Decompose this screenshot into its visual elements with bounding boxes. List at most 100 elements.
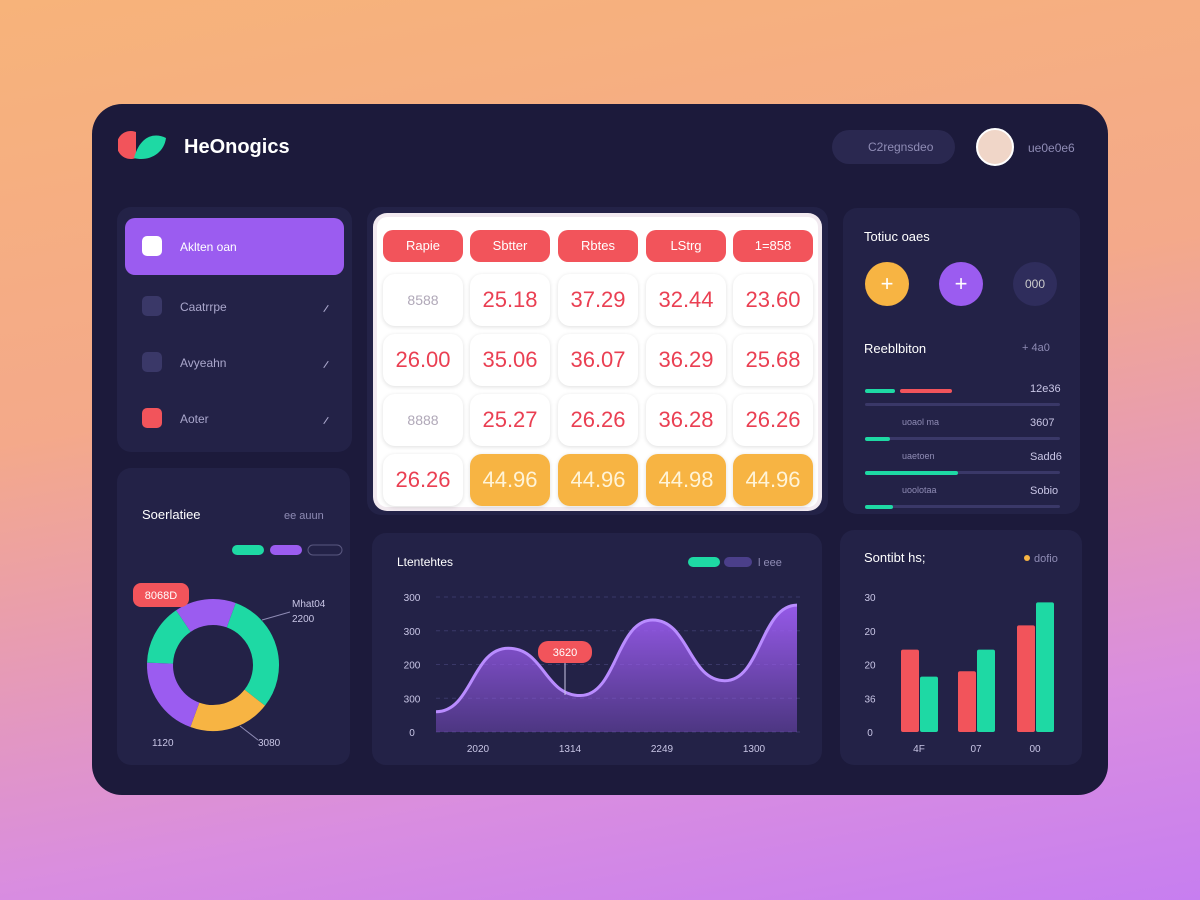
- nav-icon: [142, 352, 162, 372]
- action-button[interactable]: 000: [1013, 262, 1057, 306]
- bar-legend: dofio: [1034, 553, 1058, 565]
- donut-segment: [147, 610, 192, 665]
- actions-title: Totiuc oaes: [864, 229, 930, 244]
- table-cell: 32.44: [646, 274, 726, 326]
- y-tick-label: 0: [409, 728, 415, 739]
- x-tick-label: 1300: [743, 744, 766, 755]
- avatar[interactable]: [976, 128, 1014, 166]
- resolution-meta: + 4a0: [1022, 342, 1050, 354]
- line: [435, 603, 798, 714]
- x-tick-label: 2249: [651, 744, 674, 755]
- leader-line: [261, 611, 291, 621]
- y-tick-label: 30: [864, 593, 876, 604]
- donut-segment: [176, 599, 236, 633]
- row-value: 12e36: [1030, 383, 1061, 395]
- row-value: Sadd6: [1030, 451, 1062, 463]
- nav-icon: [142, 296, 162, 316]
- y-tick-label: 200: [404, 661, 421, 672]
- table-cell: 26.00: [383, 334, 463, 386]
- action-button[interactable]: +: [865, 262, 909, 306]
- table-cell: 26.26: [733, 394, 813, 446]
- donut-segment: [147, 662, 200, 727]
- legend-pill: [232, 545, 264, 555]
- progress-fill: [865, 505, 893, 509]
- search[interactable]: C2regnsdeo: [832, 130, 955, 164]
- table-cell: 26.26: [383, 454, 463, 506]
- legend-pill: [688, 557, 720, 567]
- nav-icon: [142, 408, 162, 428]
- callout: [538, 641, 592, 663]
- legend-pill: [307, 544, 343, 556]
- progress-fill: [900, 389, 952, 393]
- legend-pill: [270, 545, 302, 555]
- area: [436, 605, 797, 732]
- area-legend: l eee: [758, 557, 782, 569]
- bar: [977, 649, 995, 732]
- legend-dot: [1024, 555, 1030, 561]
- nav-label[interactable]: Aklten oan: [180, 240, 237, 254]
- progress-fill: [865, 437, 890, 441]
- progress-track: [865, 505, 1060, 508]
- donut-label: Mhat04: [292, 599, 326, 610]
- y-tick-label: 20: [864, 627, 876, 638]
- area-title: Ltentehtes: [397, 555, 453, 569]
- y-tick-label: 300: [404, 627, 421, 638]
- x-tick-label: 07: [970, 744, 982, 755]
- brand: HeOnogics: [184, 136, 290, 158]
- callout-text: 3620: [553, 647, 577, 659]
- progress-track: [865, 437, 1060, 440]
- table-cell: 44.96: [733, 454, 813, 506]
- table-header: LStrg: [646, 230, 726, 262]
- table-header: 1=858: [733, 230, 813, 262]
- logo: [118, 131, 166, 160]
- table-cell: 23.60: [733, 274, 813, 326]
- progress-track: [865, 403, 1060, 406]
- y-tick-label: 0: [867, 728, 873, 739]
- search-text: C2regnsdeo: [868, 140, 934, 154]
- legend-pill: [724, 557, 752, 567]
- progress-fill: [865, 389, 895, 393]
- y-tick-label: 300: [404, 694, 421, 705]
- table-cell: 44.96: [470, 454, 550, 506]
- row-value: Sobio: [1030, 485, 1059, 497]
- table-cell: 37.29: [558, 274, 638, 326]
- table-cell: 44.98: [646, 454, 726, 506]
- donut-title: Soerlatiee: [142, 507, 201, 522]
- bar-title: Sontibt hs;: [864, 550, 925, 565]
- row-value: 3607: [1030, 417, 1055, 429]
- table-cell: 36.28: [646, 394, 726, 446]
- x-tick-label: 1314: [559, 744, 582, 755]
- user-name: ue0e0e6: [1028, 141, 1075, 155]
- donut-segment: [190, 689, 265, 731]
- x-tick-label: 00: [1029, 744, 1041, 755]
- bar: [1036, 602, 1054, 732]
- donut-label: 2200: [292, 614, 315, 625]
- table-cell: 36.29: [646, 334, 726, 386]
- nav-label[interactable]: Aoter: [180, 412, 209, 426]
- bar: [901, 649, 919, 732]
- table-cell: 25.18: [470, 274, 550, 326]
- nav-label[interactable]: Caatrrpe: [180, 300, 227, 314]
- action-button[interactable]: +: [939, 262, 983, 306]
- resolution-title: Reeblbiton: [864, 341, 927, 356]
- leader-line: [239, 725, 259, 741]
- nav-icon: [142, 236, 162, 256]
- table-cell: 25.27: [470, 394, 550, 446]
- progress-track: [865, 471, 1060, 474]
- table-cell: 8888: [383, 394, 463, 446]
- bar: [958, 671, 976, 732]
- table-cell: 44.96: [558, 454, 638, 506]
- x-tick-label: 2020: [467, 744, 490, 755]
- row-label: uaetoen: [902, 451, 935, 461]
- table-header: Rapie: [383, 230, 463, 262]
- table-cell: 8588: [383, 274, 463, 326]
- y-tick-label: 36: [864, 694, 876, 705]
- x-tick-label: 4F: [913, 744, 925, 755]
- nav-label[interactable]: Avyeahn: [180, 356, 227, 370]
- donut-segment: [226, 603, 279, 706]
- table-cell: 25.68: [733, 334, 813, 386]
- table-header: Sbtter: [470, 230, 550, 262]
- row-label: uoaol ma: [902, 417, 940, 427]
- table-cell: 36.07: [558, 334, 638, 386]
